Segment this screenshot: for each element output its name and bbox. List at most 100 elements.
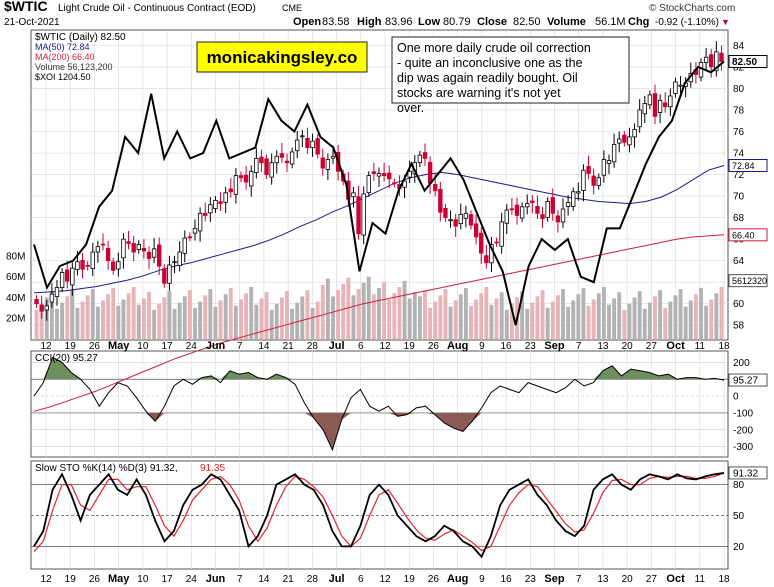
volume-bar [95,306,100,339]
volume-tick-label: 20M [6,314,25,325]
x-tick-label: 26 [89,341,101,352]
volume-bar [402,280,407,339]
cci-line [33,356,725,452]
candle-body [146,251,152,259]
x-tick-label: Jul [329,340,345,352]
candle-body [65,269,70,282]
volume-bar [693,294,698,339]
volume-bar [545,307,550,339]
legend-price: $WTIC (Daily) 82.50 [35,32,126,43]
volume-bar [249,287,254,339]
y-tick-label: 78 [733,105,745,116]
sto-tick-label: 20 [733,542,745,553]
x-tick-label: 17 [162,341,174,352]
candle-body [243,174,249,183]
volume-bar [213,306,218,339]
y-tick-label: 58 [733,321,745,332]
x-tick-label: 20 [622,574,634,585]
x-tick-label: 19 [404,341,416,352]
volume-bar [361,282,366,339]
x-tick-label: 26 [428,574,440,585]
candle-body [100,243,106,246]
volume-bar [576,294,581,339]
volume-tick-label: 80M [6,251,25,262]
sto-d-line [33,472,725,552]
candle-body [514,204,520,216]
volume-bar [540,290,545,339]
volume-bar [504,309,509,339]
ma50-line [33,165,725,294]
candle-body [703,56,709,64]
x-tick-label: 28 [307,574,319,585]
candle-body [111,261,116,271]
candle-body [494,241,499,244]
y-tick-label: 64 [733,256,745,267]
cci-tick-label: 200 [733,358,750,369]
volume-bar [591,299,596,339]
close-value: 82.50 [513,16,541,28]
x-tick-label: 6 [358,574,364,585]
volume-bar [453,300,458,339]
candle-body [565,202,571,207]
volume-bar [647,302,652,339]
volume-bar [85,295,90,339]
volume-bar [228,288,233,339]
x-tick-label: 21 [283,574,295,585]
volume-bar [325,278,330,339]
sto-k-line [33,472,725,559]
volume-bar [126,293,131,339]
candle-body [172,261,177,264]
x-tick-label: 23 [525,341,537,352]
legend-ma200: MA(200) 66.40 [35,52,95,62]
y-tick-label: 74 [733,149,745,160]
volume-bar [637,291,642,339]
volume-bar [484,287,489,339]
candle-body [453,219,458,227]
candle-body [668,95,673,108]
volume-bar [463,288,468,339]
candle-body [203,212,208,216]
candle-body [519,206,525,219]
volume-bar [279,297,284,339]
chg-value: -0.92 (-1.10%) [655,17,719,28]
candle-body [443,207,448,219]
candle-body [591,175,596,186]
candle-body [187,236,193,239]
y-tick-label: 60 [733,299,745,310]
x-tick-label: 7 [576,574,582,585]
volume-bar [259,298,264,339]
comment-line: stocks are warning it's not yet [397,86,561,100]
x-tick-label: 7 [237,574,243,585]
volume-bar [387,299,392,339]
volume-bar [295,302,300,339]
candle-body [90,251,95,270]
volume-bar [535,296,540,339]
volume-bar [70,290,75,339]
volume-bar [80,301,85,339]
volume-bar [642,308,647,339]
candle-body [540,214,545,220]
volume-bar [264,292,269,339]
comment-line: over. [397,101,424,115]
candle-body [34,299,39,305]
x-tick-label: 18 [718,574,730,585]
candle-body [274,155,279,164]
candle-body [54,287,60,298]
volume-bar [351,295,356,339]
volume-bar [341,283,346,339]
candle-body [433,184,438,192]
candle-body [468,214,474,226]
volume-bar [172,308,177,339]
volume-bar [525,308,530,339]
volume-bar [509,303,514,339]
candle-body [197,212,203,232]
volume-bar [131,287,136,339]
candle-body [637,109,642,128]
x-tick-label: 9 [479,574,485,585]
candle-body [673,81,678,94]
candle-body [223,192,228,203]
volume-bar [550,301,555,339]
volume-bar [177,302,182,339]
candle-body [709,54,714,68]
volume-bar [397,287,402,339]
